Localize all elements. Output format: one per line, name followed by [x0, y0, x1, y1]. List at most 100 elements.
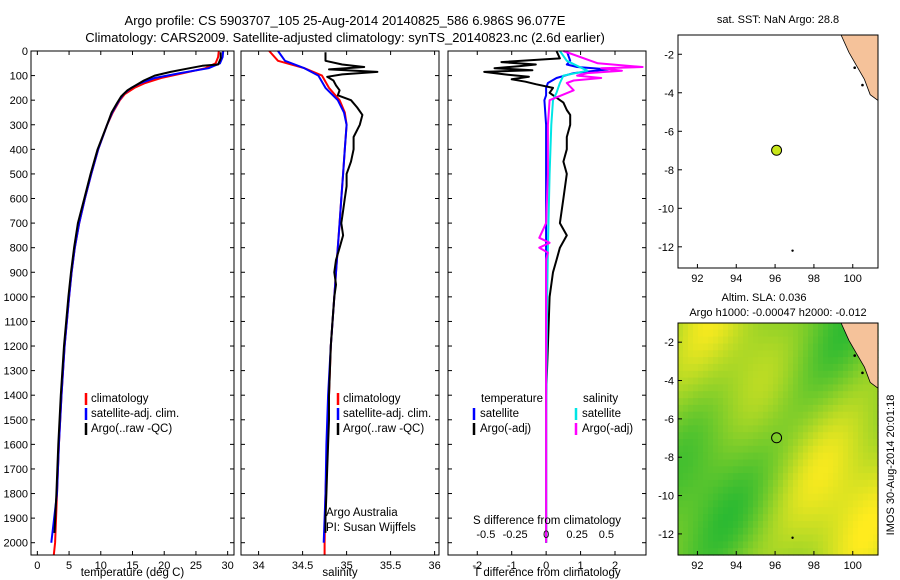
sla-cell [788, 507, 794, 515]
sla-cell [768, 445, 774, 454]
sla-cell [873, 411, 879, 420]
sla-cell [783, 377, 789, 385]
sla-cell [838, 445, 844, 454]
sla-cell [728, 486, 734, 495]
sla-cell [873, 507, 879, 515]
sla-cell [848, 479, 854, 488]
sla-cell [773, 479, 779, 488]
sla-cell [753, 541, 759, 549]
sla-cell [803, 350, 809, 358]
sla-cell [783, 323, 789, 331]
sla-cell [678, 520, 684, 529]
sla-cell [713, 548, 719, 556]
sla-cell [803, 336, 809, 344]
sla-cell [798, 432, 804, 440]
sla-cell [733, 377, 739, 385]
sla-cell [828, 404, 834, 413]
sla-cell [788, 432, 794, 440]
sla-cell [688, 384, 694, 392]
sla-cell [763, 411, 769, 420]
sla-cell [698, 418, 704, 426]
sla-cell [778, 459, 784, 467]
legend-label: Argo(-adj) [480, 423, 531, 435]
sla-cell [688, 363, 694, 372]
sla-cell [748, 357, 754, 365]
sla-cell [838, 411, 844, 420]
sla-cell [833, 336, 839, 344]
sla-cell [833, 507, 839, 515]
sla-cell [828, 343, 834, 351]
sla-cell [753, 370, 759, 379]
sla-cell [763, 534, 769, 542]
sla-cell [688, 473, 694, 481]
sla-cell [843, 370, 849, 379]
sla-cell [788, 370, 794, 379]
sla-cell [853, 541, 859, 549]
sla-cell [873, 391, 879, 399]
sla-cell [823, 336, 829, 344]
sla-cell [808, 418, 814, 426]
sla-cell [713, 323, 719, 331]
sla-cell [738, 486, 744, 495]
sla-cell [678, 398, 684, 406]
sla-cell [703, 500, 709, 508]
sla-cell [778, 486, 784, 495]
sla-cell [743, 493, 749, 501]
sla-cell [808, 452, 814, 460]
sla-cell [688, 370, 694, 379]
sla-cell [688, 548, 694, 556]
sla-cell [858, 541, 864, 549]
sla-cell [798, 507, 804, 515]
sla-cell [693, 404, 699, 413]
sla-cell [838, 363, 844, 372]
sla-cell [758, 425, 764, 433]
sla-cell [793, 541, 799, 549]
sla-cell [823, 527, 829, 536]
depth-tick-label: 200 [10, 95, 28, 107]
sla-cell [743, 425, 749, 433]
sla-cell [773, 357, 779, 365]
sla-cell [803, 370, 809, 379]
sla-cell [768, 500, 774, 508]
sla-cell [738, 520, 744, 529]
legend-heading: salinity [583, 393, 618, 405]
sla-cell [703, 343, 709, 351]
sla-cell [773, 350, 779, 358]
sla-cell [813, 473, 819, 481]
sla-cell [723, 343, 729, 351]
sla-cell [698, 404, 704, 413]
sla-cell [863, 439, 869, 447]
sla-cell [843, 479, 849, 488]
sla-cell [678, 425, 684, 433]
map-y-tick-label: -12 [658, 529, 674, 541]
sla-cell [853, 473, 859, 481]
sla-cell [818, 432, 824, 440]
sla-cell [713, 507, 719, 515]
sla-cell [848, 439, 854, 447]
sla-cell [728, 507, 734, 515]
sla-cell [783, 329, 789, 338]
sla-cell [818, 336, 824, 344]
sla-cell [803, 343, 809, 351]
sla-cell [758, 493, 764, 501]
sla-cell [728, 425, 734, 433]
sla-cell [748, 520, 754, 529]
sla-cell [678, 527, 684, 536]
sla-cell [678, 323, 684, 331]
sla-cell [743, 336, 749, 344]
sla-cell [863, 398, 869, 406]
sla-cell [683, 534, 689, 542]
sla-cell [688, 418, 694, 426]
sla-cell [838, 418, 844, 426]
sla-cell [683, 350, 689, 358]
sla-cell [733, 500, 739, 508]
sla-cell [758, 445, 764, 454]
sla-cell [818, 541, 824, 549]
sla-cell [728, 329, 734, 338]
sla-cell [693, 527, 699, 536]
map-y-tick-label: -10 [658, 203, 674, 215]
sla-cell [838, 329, 844, 338]
sla-cell [708, 391, 714, 399]
sla-cell [873, 500, 879, 508]
sla-cell [823, 439, 829, 447]
